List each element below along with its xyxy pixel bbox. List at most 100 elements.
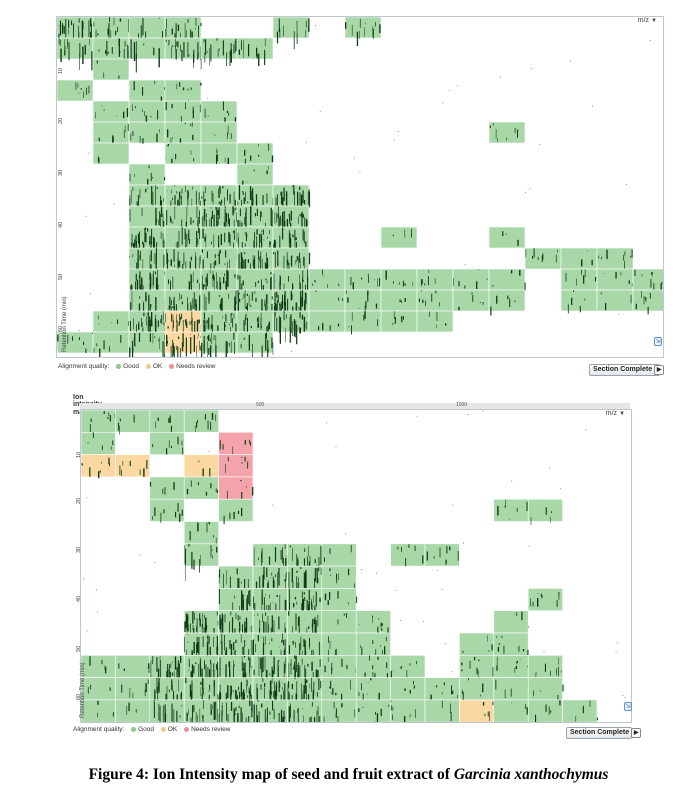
alignment-cell[interactable] bbox=[424, 677, 460, 701]
ion-intensity-map[interactable]: m/z ▼ bbox=[80, 409, 632, 723]
alignment-cell[interactable] bbox=[92, 142, 130, 165]
alignment-cell[interactable] bbox=[527, 588, 563, 611]
alignment-cell[interactable] bbox=[164, 226, 202, 249]
alignment-cell[interactable] bbox=[218, 565, 254, 589]
alignment-cell[interactable] bbox=[321, 565, 357, 589]
mz-axis-label[interactable]: m/z ▼ bbox=[638, 17, 657, 24]
alignment-cell[interactable] bbox=[183, 410, 219, 433]
alignment-cell[interactable] bbox=[164, 142, 202, 165]
alignment-cell[interactable] bbox=[321, 699, 357, 722]
alignment-cell[interactable] bbox=[92, 121, 130, 144]
alignment-cell[interactable] bbox=[128, 17, 166, 39]
alignment-cell[interactable] bbox=[493, 498, 529, 522]
alignment-cell[interactable] bbox=[321, 677, 357, 701]
alignment-cell[interactable] bbox=[488, 226, 526, 249]
alignment-cell[interactable] bbox=[380, 310, 418, 333]
alignment-cell[interactable] bbox=[183, 677, 219, 701]
alignment-cell[interactable] bbox=[218, 498, 254, 522]
alignment-cell[interactable] bbox=[272, 17, 310, 39]
alignment-cell[interactable] bbox=[390, 699, 426, 722]
expand-icon[interactable]: ⇲ bbox=[624, 702, 632, 711]
alignment-cell[interactable] bbox=[560, 268, 598, 291]
alignment-cell[interactable] bbox=[149, 699, 185, 722]
alignment-cell[interactable] bbox=[344, 310, 382, 333]
alignment-cell[interactable] bbox=[81, 431, 116, 455]
alignment-cell[interactable] bbox=[164, 79, 202, 102]
alignment-cell[interactable] bbox=[493, 699, 529, 722]
alignment-cell[interactable] bbox=[57, 79, 94, 102]
ion-intensity-map[interactable]: m/z ▼ bbox=[56, 16, 664, 358]
alignment-cell[interactable] bbox=[164, 37, 202, 60]
alignment-cell[interactable] bbox=[459, 699, 495, 722]
alignment-cell[interactable] bbox=[115, 454, 151, 478]
alignment-cell[interactable] bbox=[128, 184, 166, 207]
alignment-cell[interactable] bbox=[527, 699, 563, 722]
alignment-cell[interactable] bbox=[236, 310, 274, 333]
alignment-cell[interactable] bbox=[218, 632, 254, 656]
alignment-cell[interactable] bbox=[355, 699, 391, 722]
alignment-cell[interactable] bbox=[596, 247, 634, 270]
alignment-cell[interactable] bbox=[128, 310, 166, 333]
alignment-cell[interactable] bbox=[183, 476, 219, 500]
alignment-cell[interactable] bbox=[493, 655, 529, 678]
alignment-cell[interactable] bbox=[218, 655, 254, 678]
mz-axis-label[interactable]: m/z ▼ bbox=[606, 410, 625, 417]
alignment-cell[interactable] bbox=[344, 268, 382, 291]
alignment-cell[interactable] bbox=[560, 289, 598, 312]
alignment-cell[interactable] bbox=[272, 268, 310, 291]
alignment-cell[interactable] bbox=[390, 655, 426, 678]
alignment-cell[interactable] bbox=[493, 610, 529, 634]
alignment-cell[interactable] bbox=[390, 677, 426, 701]
alignment-cell[interactable] bbox=[236, 37, 274, 60]
alignment-cell[interactable] bbox=[92, 310, 130, 333]
alignment-cell[interactable] bbox=[632, 289, 663, 312]
alignment-cell[interactable] bbox=[308, 310, 346, 333]
alignment-cell[interactable] bbox=[236, 142, 274, 165]
alignment-cell[interactable] bbox=[596, 268, 634, 291]
alignment-cell[interactable] bbox=[527, 498, 563, 522]
alignment-cell[interactable] bbox=[452, 268, 490, 291]
alignment-cell[interactable] bbox=[164, 100, 202, 123]
alignment-cell[interactable] bbox=[92, 37, 130, 60]
alignment-cell[interactable] bbox=[57, 37, 94, 60]
alignment-cell[interactable] bbox=[149, 410, 185, 433]
alignment-cell[interactable] bbox=[200, 142, 238, 165]
alignment-cell[interactable] bbox=[236, 184, 274, 207]
alignment-cell[interactable] bbox=[218, 431, 254, 455]
alignment-cell[interactable] bbox=[200, 121, 238, 144]
alignment-cell[interactable] bbox=[252, 565, 288, 589]
alignment-cell[interactable] bbox=[115, 655, 151, 678]
alignment-cell[interactable] bbox=[128, 289, 166, 312]
alignment-cell[interactable] bbox=[308, 289, 346, 312]
alignment-cell[interactable] bbox=[344, 17, 382, 39]
alignment-cell[interactable] bbox=[459, 677, 495, 701]
alignment-cell[interactable] bbox=[416, 310, 454, 333]
alignment-cell[interactable] bbox=[236, 268, 274, 291]
alignment-cell[interactable] bbox=[183, 454, 219, 478]
alignment-cell[interactable] bbox=[164, 184, 202, 207]
alignment-cell[interactable] bbox=[200, 100, 238, 123]
alignment-cell[interactable] bbox=[355, 610, 391, 634]
alignment-cell[interactable] bbox=[321, 632, 357, 656]
alignment-cell[interactable] bbox=[380, 226, 418, 249]
section-complete-button[interactable]: Section Complete ▶ bbox=[566, 727, 642, 739]
alignment-cell[interactable] bbox=[488, 289, 526, 312]
alignment-cell[interactable] bbox=[81, 655, 116, 678]
alignment-cell[interactable] bbox=[200, 331, 238, 354]
alignment-cell[interactable] bbox=[164, 121, 202, 144]
alignment-cell[interactable] bbox=[390, 543, 426, 567]
alignment-cell[interactable] bbox=[183, 521, 219, 545]
alignment-cell[interactable] bbox=[183, 543, 219, 567]
alignment-cell[interactable] bbox=[527, 677, 563, 701]
alignment-cell[interactable] bbox=[252, 655, 288, 678]
alignment-cell[interactable] bbox=[424, 543, 460, 567]
section-complete-button[interactable]: Section Complete ▶ bbox=[589, 364, 665, 376]
alignment-cell[interactable] bbox=[344, 289, 382, 312]
alignment-cell[interactable] bbox=[92, 331, 130, 354]
alignment-cell[interactable] bbox=[560, 247, 598, 270]
alignment-cell[interactable] bbox=[183, 699, 219, 722]
alignment-cell[interactable] bbox=[459, 655, 495, 678]
alignment-cell[interactable] bbox=[562, 699, 598, 722]
alignment-cell[interactable] bbox=[92, 58, 130, 81]
alignment-cell[interactable] bbox=[92, 100, 130, 123]
